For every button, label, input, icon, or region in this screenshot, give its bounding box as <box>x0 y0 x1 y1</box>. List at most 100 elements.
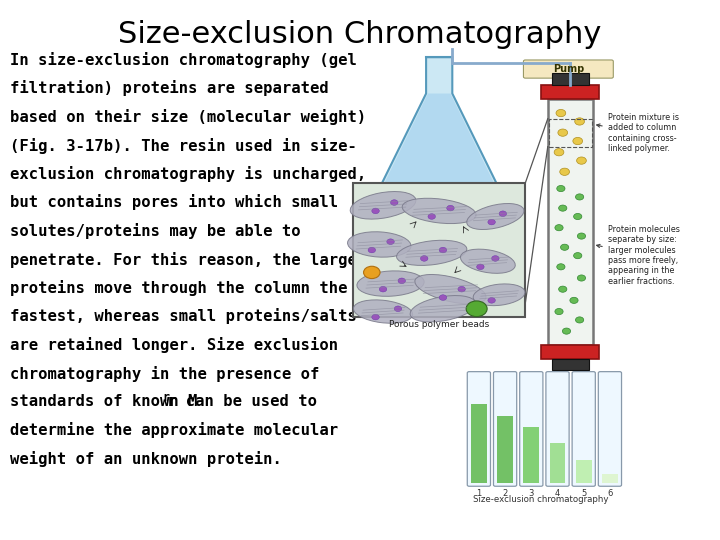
Circle shape <box>499 211 507 217</box>
Circle shape <box>390 200 398 205</box>
Circle shape <box>488 298 495 303</box>
Ellipse shape <box>461 249 516 273</box>
Ellipse shape <box>410 295 476 322</box>
Text: In size-exclusion chromatography (gel: In size-exclusion chromatography (gel <box>10 52 357 68</box>
Circle shape <box>558 129 567 136</box>
Text: but contains pores into which small: but contains pores into which small <box>10 194 338 211</box>
Text: determine the approximate molecular: determine the approximate molecular <box>10 422 338 438</box>
Circle shape <box>428 214 436 219</box>
Text: Size-exclusion Chromatography: Size-exclusion Chromatography <box>118 20 602 49</box>
FancyBboxPatch shape <box>546 372 569 486</box>
Bar <box>552 359 589 370</box>
Text: Protein molecules
separate by size:
larger molecules
pass more freely,
appearing: Protein molecules separate by size: larg… <box>597 225 680 286</box>
Circle shape <box>439 295 446 300</box>
Bar <box>576 460 592 483</box>
Ellipse shape <box>348 232 411 257</box>
Circle shape <box>574 253 582 259</box>
Ellipse shape <box>350 192 416 219</box>
Text: 5: 5 <box>581 489 586 498</box>
Ellipse shape <box>415 274 486 304</box>
Bar <box>523 427 539 483</box>
Bar <box>549 443 565 483</box>
Circle shape <box>387 239 395 245</box>
Text: r can be used to: r can be used to <box>167 394 318 409</box>
Text: penetrate. For this reason, the largest: penetrate. For this reason, the largest <box>10 252 376 267</box>
Text: 3: 3 <box>528 489 534 498</box>
Circle shape <box>559 286 567 292</box>
Circle shape <box>562 328 571 334</box>
FancyBboxPatch shape <box>572 372 595 486</box>
Text: filtration) proteins are separated: filtration) proteins are separated <box>10 80 329 97</box>
Text: weight of an unknown protein.: weight of an unknown protein. <box>10 451 282 467</box>
Polygon shape <box>379 57 499 188</box>
Text: solutes/proteins may be able to: solutes/proteins may be able to <box>10 223 301 239</box>
Circle shape <box>577 157 586 164</box>
Text: Porous polymer beads: Porous polymer beads <box>389 321 490 329</box>
Circle shape <box>420 255 428 261</box>
Circle shape <box>466 301 487 316</box>
Text: 6: 6 <box>607 489 613 498</box>
Bar <box>498 416 513 483</box>
Circle shape <box>559 205 567 211</box>
Text: fastest, whereas small proteins/salts: fastest, whereas small proteins/salts <box>10 308 357 325</box>
Circle shape <box>555 225 563 231</box>
Circle shape <box>372 314 379 320</box>
Text: Pump: Pump <box>553 64 584 74</box>
Ellipse shape <box>467 204 524 230</box>
Bar <box>548 99 593 345</box>
Circle shape <box>395 306 402 312</box>
Circle shape <box>573 137 582 145</box>
Circle shape <box>398 278 405 284</box>
Bar <box>353 183 526 317</box>
Ellipse shape <box>402 198 476 224</box>
Text: Size-exclusion chromatography: Size-exclusion chromatography <box>472 495 608 504</box>
Text: 1: 1 <box>476 489 482 498</box>
Circle shape <box>557 264 565 270</box>
Bar <box>541 85 600 99</box>
Circle shape <box>492 255 499 261</box>
Circle shape <box>577 233 585 239</box>
Ellipse shape <box>397 240 467 266</box>
Circle shape <box>574 213 582 220</box>
Circle shape <box>575 118 585 125</box>
FancyBboxPatch shape <box>467 372 490 486</box>
Text: Protein mixture is
added to column
containing cross-
linked polymer.: Protein mixture is added to column conta… <box>597 113 679 153</box>
Bar <box>548 99 593 345</box>
Ellipse shape <box>354 300 413 323</box>
Bar <box>552 72 589 85</box>
Circle shape <box>554 148 564 156</box>
Circle shape <box>559 168 570 176</box>
Circle shape <box>575 317 584 323</box>
Text: standards of known M: standards of known M <box>10 394 197 409</box>
Text: chromatography in the presence of: chromatography in the presence of <box>10 366 320 381</box>
Polygon shape <box>383 93 495 186</box>
Bar <box>602 474 618 483</box>
Circle shape <box>557 185 565 192</box>
Circle shape <box>368 247 376 253</box>
Bar <box>541 345 600 359</box>
Ellipse shape <box>473 284 525 306</box>
FancyBboxPatch shape <box>520 372 543 486</box>
FancyBboxPatch shape <box>598 372 621 486</box>
Circle shape <box>446 205 454 211</box>
Text: exclusion chromatography is uncharged,: exclusion chromatography is uncharged, <box>10 166 366 182</box>
Circle shape <box>575 194 584 200</box>
Circle shape <box>556 110 566 117</box>
Text: 4: 4 <box>555 489 560 498</box>
FancyBboxPatch shape <box>493 372 517 486</box>
Circle shape <box>364 266 380 279</box>
Ellipse shape <box>357 271 424 296</box>
Text: r: r <box>162 391 169 404</box>
Circle shape <box>372 208 379 214</box>
Circle shape <box>439 247 446 253</box>
FancyBboxPatch shape <box>523 60 613 78</box>
Text: are retained longer. Size exclusion: are retained longer. Size exclusion <box>10 337 338 353</box>
Text: proteins move through the column the: proteins move through the column the <box>10 280 348 296</box>
Circle shape <box>488 219 495 225</box>
Text: (Fig. 3-17b). The resin used in size-: (Fig. 3-17b). The resin used in size- <box>10 138 357 153</box>
Circle shape <box>577 275 585 281</box>
Circle shape <box>555 308 563 315</box>
Circle shape <box>570 298 578 303</box>
Bar <box>471 404 487 483</box>
Circle shape <box>379 286 387 292</box>
